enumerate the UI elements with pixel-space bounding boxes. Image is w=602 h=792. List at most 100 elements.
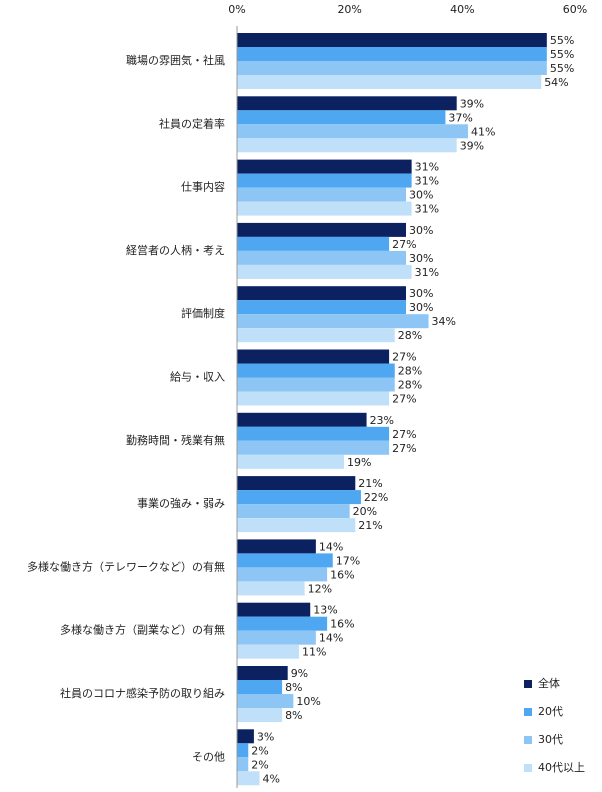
bar (237, 757, 249, 772)
value-label: 16% (330, 568, 354, 581)
bar (237, 377, 395, 392)
value-label: 30% (409, 224, 433, 237)
value-label: 22% (364, 491, 388, 504)
bar (237, 300, 406, 315)
value-label: 31% (415, 203, 439, 216)
value-label: 21% (358, 477, 382, 490)
value-label: 55% (550, 62, 574, 75)
value-label: 4% (263, 772, 280, 785)
bar (237, 391, 390, 406)
value-label: 27% (392, 428, 416, 441)
value-label: 37% (448, 111, 472, 124)
bar (237, 743, 249, 758)
bar (237, 138, 457, 153)
bar (237, 75, 542, 89)
legend-label: 40代以上 (538, 761, 585, 774)
bar (237, 33, 547, 47)
bar (237, 567, 328, 582)
value-label: 27% (392, 393, 416, 406)
bar (237, 490, 361, 505)
bar (237, 47, 547, 61)
value-label: 9% (291, 667, 308, 680)
value-label: 16% (330, 618, 354, 631)
x-tick-label: 0% (228, 3, 245, 16)
category-label: 多様な働き方（副業など）の有無 (60, 623, 225, 637)
bar (237, 553, 333, 568)
bar (237, 314, 429, 329)
value-label: 21% (358, 519, 382, 532)
bar (237, 412, 367, 427)
category-label: 仕事内容 (181, 180, 225, 194)
value-label: 3% (257, 730, 274, 743)
value-label: 2% (251, 744, 268, 757)
bar (237, 539, 316, 554)
value-label: 28% (398, 329, 422, 342)
bar (237, 286, 406, 301)
legend-swatch (524, 680, 532, 688)
legend-swatch (524, 736, 532, 744)
legend-swatch (524, 764, 532, 772)
value-label: 31% (415, 175, 439, 188)
value-label: 34% (432, 315, 456, 328)
bar (237, 250, 406, 265)
category-label: 社員のコロナ感染予防の取り組み (60, 686, 225, 700)
value-label: 17% (336, 554, 360, 567)
bar (237, 694, 294, 708)
value-label: 54% (544, 76, 568, 89)
value-label: 27% (392, 442, 416, 455)
value-label: 55% (550, 48, 574, 61)
legend-swatch (524, 708, 532, 716)
category-label: 評価制度 (181, 306, 225, 320)
bar (237, 666, 288, 680)
category-label: 勤務時間・残業有無 (126, 433, 225, 447)
bar (237, 426, 390, 441)
value-label: 12% (308, 582, 332, 595)
value-label: 14% (319, 540, 343, 553)
value-label: 55% (550, 34, 574, 47)
bar (237, 187, 406, 202)
value-label: 41% (471, 125, 495, 138)
bar (237, 504, 350, 519)
value-label: 31% (415, 161, 439, 174)
bar (237, 581, 305, 596)
bar (237, 349, 390, 364)
bar (237, 644, 299, 659)
bar (237, 236, 390, 251)
bar (237, 173, 412, 188)
value-label: 30% (409, 189, 433, 202)
value-label: 39% (460, 139, 484, 152)
legend-label: 全体 (538, 676, 560, 690)
bar (237, 602, 311, 617)
value-label: 28% (398, 365, 422, 378)
value-label: 19% (347, 456, 371, 469)
bar (237, 159, 412, 174)
bar (237, 124, 468, 139)
category-label: 多様な働き方（テレワークなど）の有無 (27, 559, 225, 573)
bar (237, 96, 457, 111)
bar (237, 264, 412, 279)
bar (237, 201, 412, 216)
bar (237, 630, 316, 645)
category-label: その他 (192, 750, 225, 763)
bar (237, 110, 446, 125)
value-label: 27% (392, 351, 416, 364)
bar (237, 440, 390, 455)
value-label: 28% (398, 379, 422, 392)
bar (237, 616, 328, 631)
bar (237, 708, 283, 722)
x-tick-label: 40% (450, 3, 474, 16)
bar (237, 363, 395, 378)
bar (237, 680, 283, 694)
bar (237, 328, 395, 343)
value-label: 13% (313, 604, 337, 617)
value-label: 2% (251, 758, 268, 771)
category-label: 給与・収入 (170, 370, 225, 384)
bar (237, 518, 356, 533)
value-label: 8% (285, 681, 302, 694)
bar (237, 454, 345, 469)
bar (237, 729, 254, 744)
value-label: 27% (392, 238, 416, 251)
legend-label: 20代 (538, 705, 563, 718)
bar (237, 771, 260, 786)
